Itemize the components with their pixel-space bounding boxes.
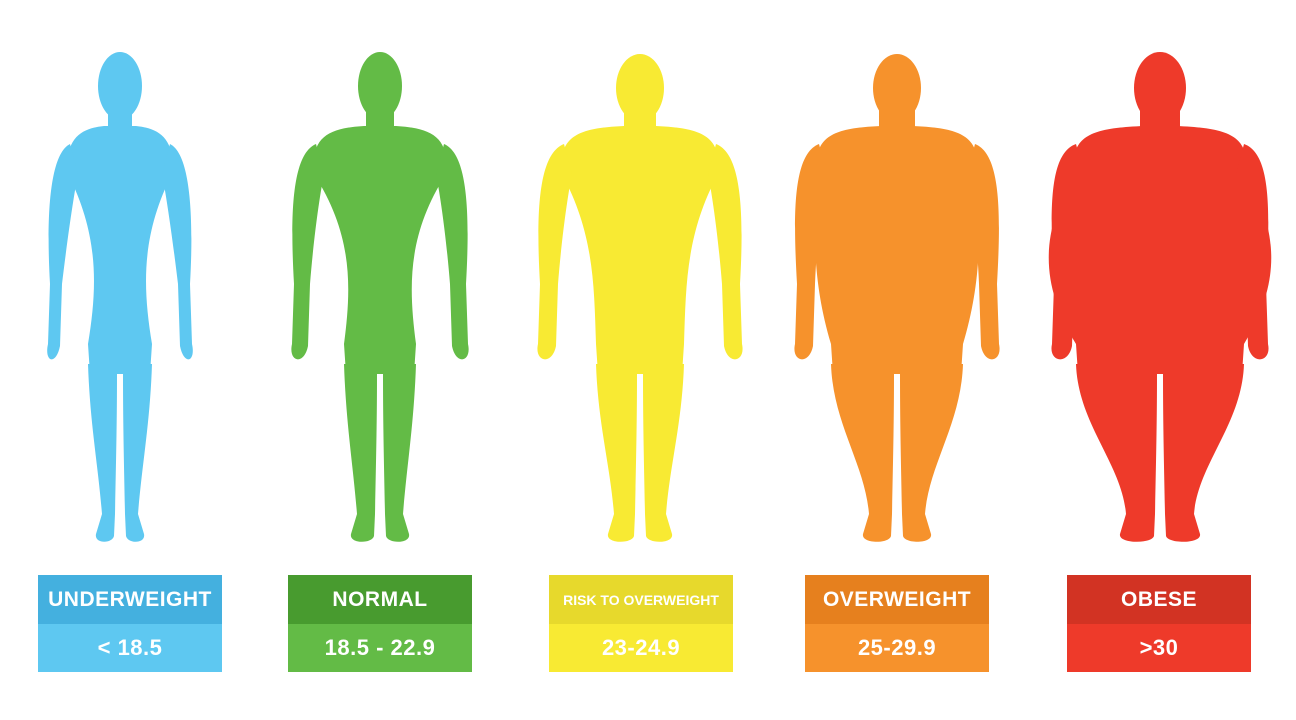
bmi-range: 25-29.9 bbox=[805, 624, 989, 672]
category-obese: OBESE >30 bbox=[1067, 575, 1251, 672]
right-leg-shape bbox=[123, 364, 152, 542]
thin-body-silhouette-icon bbox=[0, 44, 240, 548]
left-leg-shape bbox=[596, 364, 637, 542]
bmi-range: 18.5 - 22.9 bbox=[288, 624, 472, 672]
torso-shape bbox=[67, 126, 173, 374]
left-arm-shape bbox=[291, 144, 324, 360]
left-leg-shape bbox=[1076, 364, 1157, 542]
category-name: RISK TO OVERWEIGHT bbox=[549, 575, 733, 624]
left-arm-shape bbox=[47, 144, 78, 360]
category-normal: NORMAL 18.5 - 22.9 bbox=[288, 575, 472, 672]
bmi-range: < 18.5 bbox=[38, 624, 222, 672]
category-name: NORMAL bbox=[288, 575, 472, 624]
head-shape bbox=[358, 52, 402, 120]
bmi-range: 23-24.9 bbox=[549, 624, 733, 672]
left-arm-shape bbox=[537, 144, 572, 360]
right-arm-shape bbox=[1236, 144, 1269, 360]
head-shape bbox=[873, 54, 921, 122]
normal-body-silhouette-icon bbox=[260, 44, 500, 548]
torso-shape bbox=[313, 126, 447, 374]
category-risk-to-overweight: RISK TO OVERWEIGHT 23-24.9 bbox=[549, 575, 733, 672]
category-underweight: UNDERWEIGHT < 18.5 bbox=[38, 575, 222, 672]
slightly-heavy-body-silhouette-icon bbox=[520, 44, 760, 548]
right-leg-shape bbox=[643, 364, 684, 542]
torso-shape bbox=[814, 126, 980, 374]
left-leg-shape bbox=[831, 364, 894, 542]
category-name: OVERWEIGHT bbox=[805, 575, 989, 624]
right-arm-shape bbox=[162, 144, 193, 360]
right-leg-shape bbox=[1163, 364, 1244, 542]
right-leg-shape bbox=[383, 364, 416, 542]
left-leg-shape bbox=[344, 364, 377, 542]
obese-body-silhouette-icon bbox=[1040, 44, 1280, 548]
head-shape bbox=[98, 52, 142, 120]
right-leg-shape bbox=[900, 364, 963, 542]
category-overweight: OVERWEIGHT 25-29.9 bbox=[805, 575, 989, 672]
bmi-range: >30 bbox=[1067, 624, 1251, 672]
torso-shape bbox=[1048, 126, 1272, 374]
torso-shape bbox=[561, 126, 719, 374]
left-leg-shape bbox=[88, 364, 117, 542]
overweight-body-silhouette-icon bbox=[777, 44, 1017, 548]
left-arm-shape bbox=[794, 144, 827, 360]
left-arm-shape bbox=[1051, 144, 1084, 360]
right-arm-shape bbox=[967, 144, 1000, 360]
category-name: OBESE bbox=[1067, 575, 1251, 624]
right-arm-shape bbox=[436, 144, 469, 360]
category-name: UNDERWEIGHT bbox=[38, 575, 222, 624]
right-arm-shape bbox=[708, 144, 743, 360]
head-shape bbox=[616, 54, 664, 122]
